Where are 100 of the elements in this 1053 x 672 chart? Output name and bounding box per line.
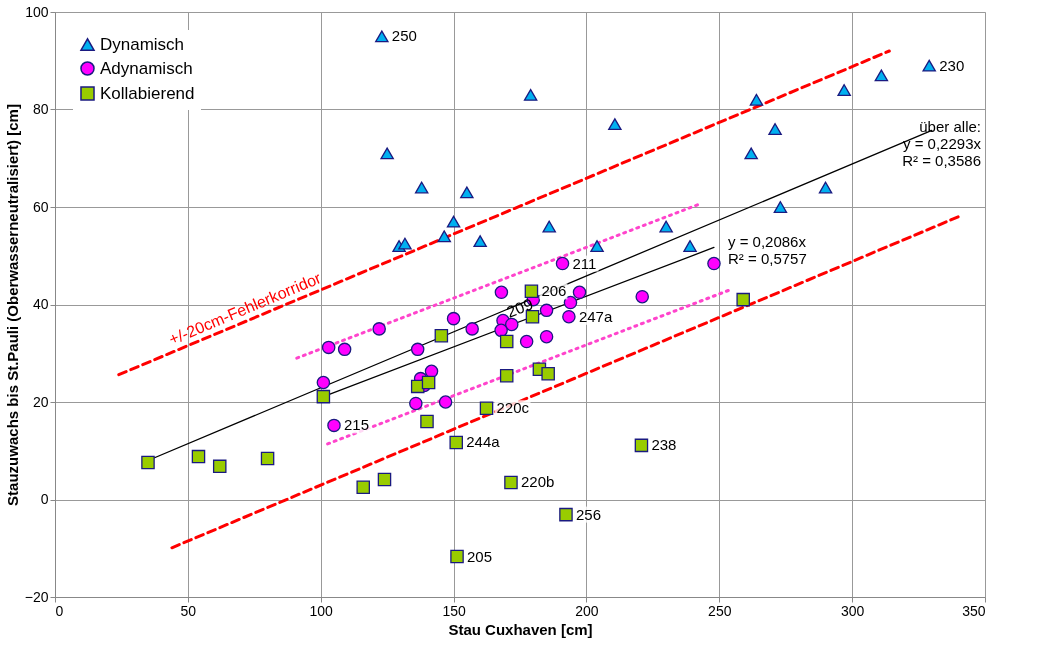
annotation: 211 xyxy=(572,254,597,272)
point xyxy=(499,368,514,383)
point xyxy=(375,30,389,43)
point xyxy=(773,201,788,213)
annotation: 209 xyxy=(504,295,536,321)
point xyxy=(659,220,673,233)
point xyxy=(372,322,386,336)
point xyxy=(191,449,206,464)
y-tick-label: −20 xyxy=(24,588,49,605)
annotation: 250 xyxy=(391,27,417,45)
point xyxy=(494,285,509,300)
annotation: 220b xyxy=(520,473,555,491)
point xyxy=(212,459,227,474)
y-tick-label: 100 xyxy=(25,3,49,20)
x-tick-label: 200 xyxy=(575,602,599,619)
point xyxy=(380,147,394,160)
y-tick-label: 0 xyxy=(40,491,49,507)
x-tick-label: 0 xyxy=(55,602,64,619)
y-tick-label: 60 xyxy=(32,198,49,215)
point xyxy=(504,317,519,332)
annotation: 215 xyxy=(344,416,370,434)
annotation: 206 xyxy=(541,282,567,300)
point xyxy=(420,414,434,429)
point xyxy=(438,395,453,409)
point xyxy=(421,375,436,390)
x-tick-label: 50 xyxy=(180,602,197,619)
point xyxy=(707,256,721,271)
point xyxy=(539,303,554,318)
point xyxy=(562,309,576,324)
point xyxy=(260,451,275,466)
point xyxy=(465,322,479,336)
point xyxy=(409,396,423,411)
y-tick-label: 80 xyxy=(32,101,49,117)
point xyxy=(736,292,750,307)
x-tick-label: 250 xyxy=(708,602,732,619)
point xyxy=(446,311,461,326)
point xyxy=(460,186,474,199)
point xyxy=(449,435,463,450)
point xyxy=(572,285,587,300)
point xyxy=(450,549,464,564)
point xyxy=(321,340,336,355)
point xyxy=(434,328,449,343)
point xyxy=(874,69,889,82)
point xyxy=(504,475,518,490)
point xyxy=(559,507,573,522)
point xyxy=(479,401,494,416)
point xyxy=(437,230,452,243)
annotation: über alle: y = 0,2293x R² = 0,3586 xyxy=(902,118,982,170)
point xyxy=(749,93,764,106)
point xyxy=(555,256,570,271)
annotation: 238 xyxy=(651,436,677,454)
point xyxy=(141,455,155,470)
point xyxy=(499,334,514,349)
y-tick-label: 20 xyxy=(32,393,49,410)
point xyxy=(818,181,833,194)
point xyxy=(398,237,412,250)
legend-label: Kollabierend xyxy=(100,83,195,103)
annotation: 205 xyxy=(467,547,493,565)
point xyxy=(590,240,604,252)
point xyxy=(316,375,331,390)
point xyxy=(524,284,539,299)
point xyxy=(541,366,555,381)
point xyxy=(744,147,758,160)
point xyxy=(608,118,622,131)
point xyxy=(542,220,556,233)
legend-label: Dynamisch xyxy=(100,34,185,54)
point xyxy=(683,240,697,252)
y-axis-title: Stauzuwachs bis St.Pauli (Oberwasserneutralisiert) [cm] xyxy=(3,104,21,506)
annotation: 230 xyxy=(939,56,965,74)
point xyxy=(424,364,439,379)
point xyxy=(563,295,578,310)
point xyxy=(316,389,331,404)
point xyxy=(635,289,649,304)
annotation: 244a xyxy=(466,433,501,451)
x-tick-label: 300 xyxy=(840,602,865,619)
point xyxy=(414,181,429,194)
point xyxy=(634,438,649,453)
point xyxy=(337,342,352,357)
point xyxy=(473,235,487,248)
y-tick-label: 40 xyxy=(32,296,49,312)
x-tick-label: 100 xyxy=(309,602,334,619)
annotation: y = 0,2086x R² = 0,5757 xyxy=(727,233,807,268)
point xyxy=(446,215,461,228)
point xyxy=(377,472,392,487)
point xyxy=(327,418,341,433)
annotation: 256 xyxy=(575,505,601,523)
x-tick-label: 150 xyxy=(442,602,466,619)
x-axis-title: Stau Cuxhaven [cm] xyxy=(448,620,593,638)
x-tick-label: 350 xyxy=(962,602,986,619)
annotation: 220c xyxy=(496,399,530,417)
point xyxy=(539,329,554,344)
point xyxy=(523,88,538,101)
legend-label: Adynamisch xyxy=(100,58,193,78)
point xyxy=(768,123,782,135)
point xyxy=(837,84,851,96)
point xyxy=(356,480,370,495)
point xyxy=(410,342,425,357)
annotation: 247a xyxy=(578,307,613,325)
point xyxy=(519,334,534,349)
point xyxy=(922,59,936,72)
